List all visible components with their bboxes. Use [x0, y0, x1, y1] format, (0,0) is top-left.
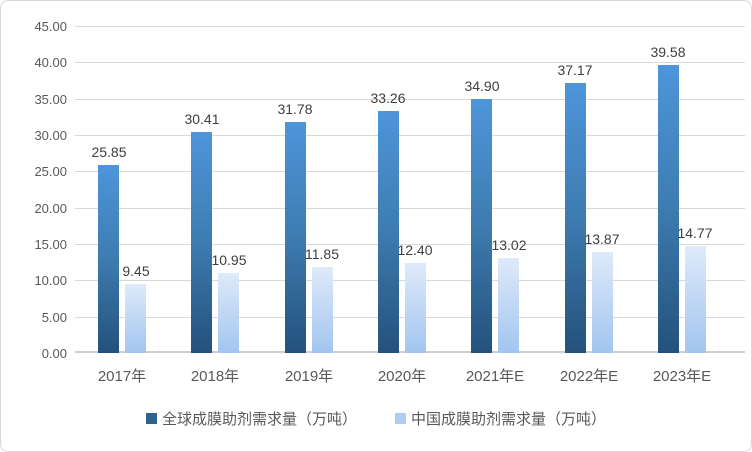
- data-label: 14.77: [677, 225, 713, 241]
- data-label: 31.78: [277, 101, 313, 117]
- bar-series0-2017年: [98, 165, 119, 353]
- gridline: [75, 26, 745, 27]
- legend-label: 中国成膜助剂需求量（万吨）: [411, 411, 607, 428]
- y-axis-tick-label: 40.00: [34, 55, 67, 70]
- gridline: [75, 171, 745, 172]
- bar-series1-2021年E: [498, 258, 519, 353]
- y-axis-tick-label: 5.00: [41, 310, 67, 325]
- data-label: 34.90: [464, 78, 500, 94]
- y-axis-tick-labels: 45.00 40.00 35.00 30.00 25.00 20.00 15.00 10.00…: [1, 19, 67, 361]
- y-axis-tick-label: 10.00: [34, 273, 67, 288]
- y-axis-tick-label: 25.00: [34, 164, 67, 179]
- data-label: 10.95: [211, 252, 247, 268]
- data-label: 30.41: [184, 111, 220, 127]
- bar-series1-2020年: [405, 263, 426, 353]
- bar-series1-2022年E: [592, 252, 613, 353]
- legend: 全球成膜助剂需求量（万吨） 中国成膜助剂需求量（万吨）: [1, 408, 751, 429]
- bar-series0-2020年: [378, 111, 399, 353]
- bar-series0-2023年E: [658, 65, 679, 353]
- x-axis-category-label: 2020年: [377, 368, 427, 385]
- y-axis-tick-label: 20.00: [34, 201, 67, 216]
- data-label: 11.85: [305, 246, 339, 262]
- legend-swatch-icon: [145, 413, 157, 424]
- y-axis-tick-label: 0.00: [41, 346, 67, 361]
- bar-series0-2018年: [191, 132, 212, 353]
- gridline: [75, 135, 745, 136]
- bar-series0-2022年E: [565, 83, 586, 353]
- data-label: 39.58: [650, 44, 686, 60]
- x-axis-category-label: 2019年: [284, 368, 334, 385]
- gridline: [75, 244, 745, 245]
- y-axis-tick-label: 45.00: [34, 19, 67, 34]
- data-label: 13.02: [491, 237, 527, 253]
- data-label: 25.85: [91, 144, 127, 160]
- gridline: [75, 208, 745, 209]
- data-label: 12.40: [397, 242, 433, 258]
- x-axis-category-label: 2023年E: [652, 368, 712, 385]
- legend-item-series0: 全球成膜助剂需求量（万吨）: [145, 408, 357, 429]
- legend-label: 全球成膜助剂需求量（万吨）: [161, 411, 357, 428]
- data-label: 33.26: [370, 90, 406, 106]
- data-label: 13.87: [584, 231, 620, 247]
- y-axis-tick-label: 30.00: [34, 128, 67, 143]
- gridline: [75, 99, 745, 100]
- legend-item-series1: 中国成膜助剂需求量（万吨）: [395, 408, 606, 429]
- y-axis-tick-label: 35.00: [34, 92, 67, 107]
- bar-series1-2018年: [218, 273, 239, 353]
- plot-area: 25.85 9.45 2017年 30.41 10.95 2018年 31.78 11.85 2…: [75, 26, 745, 385]
- bar-series0-2019年: [285, 122, 306, 353]
- bar-series1-2023年E: [685, 246, 706, 353]
- x-axis-category-label: 2021年E: [465, 368, 525, 385]
- data-label: 9.45: [122, 263, 150, 279]
- data-label: 37.17: [557, 62, 593, 78]
- x-axis-category-label: 2017年: [97, 368, 147, 385]
- x-axis-category-label: 2018年: [190, 368, 240, 385]
- x-axis-category-label: 2022年E: [559, 368, 619, 385]
- bar-series1-2017年: [125, 284, 146, 353]
- bar-series1-2019年: [312, 267, 333, 353]
- y-axis-tick-label: 15.00: [34, 237, 67, 252]
- gridline: [75, 62, 745, 63]
- bar-series0-2021年E: [471, 99, 492, 353]
- legend-swatch-icon: [395, 413, 406, 424]
